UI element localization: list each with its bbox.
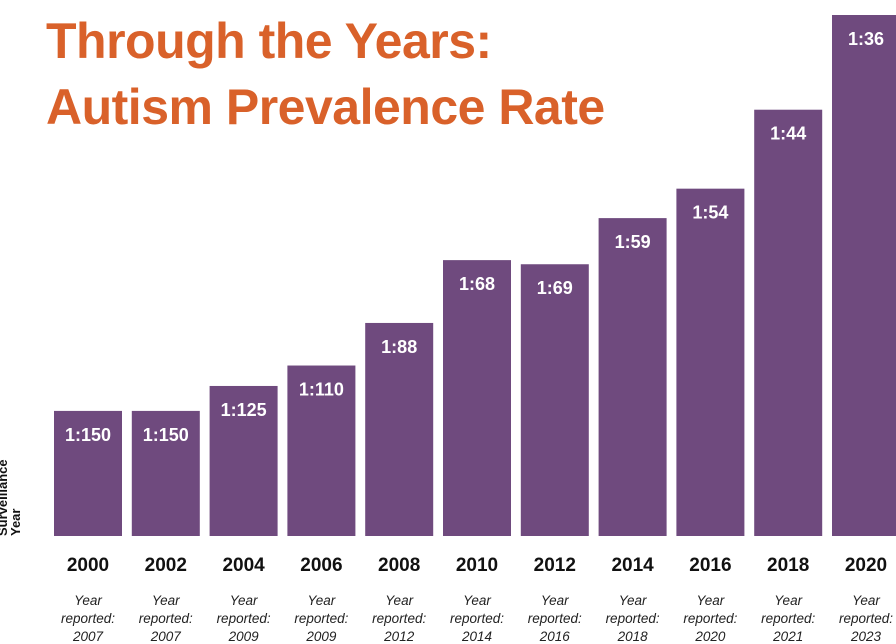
reported-label-2008: Year xyxy=(385,593,413,608)
bar-2010 xyxy=(443,260,511,536)
reported-label-2004: 2009 xyxy=(228,629,260,644)
bar-label-2018: 1:44 xyxy=(770,124,806,144)
reported-label-2012: Year xyxy=(541,593,569,608)
x-tick-2010: 2010 xyxy=(456,555,498,576)
reported-label-2016: 2020 xyxy=(694,629,726,644)
bar-2002 xyxy=(131,410,200,536)
title-line-1: Through the Years: xyxy=(46,13,492,69)
x-tick-2016: 2016 xyxy=(689,555,731,576)
reported-label-2002: Year xyxy=(152,593,180,608)
bar-label-2016: 1:54 xyxy=(692,203,728,223)
x-tick-2008: 2008 xyxy=(378,555,420,576)
bar-2020 xyxy=(832,15,896,536)
bar-label-2012: 1:69 xyxy=(537,278,573,298)
reported-label-2008: reported: xyxy=(372,611,426,626)
bar-label-2020: 1:36 xyxy=(848,29,884,49)
reported-label-2018: reported: xyxy=(761,611,815,626)
reported-label-2018: 2021 xyxy=(772,629,803,644)
reported-label-2010: Year xyxy=(463,593,491,608)
bar-2006 xyxy=(287,365,356,536)
reported-label-2014: 2018 xyxy=(617,629,649,644)
reported-label-2004: reported: xyxy=(217,611,271,626)
reported-label-2004: Year xyxy=(230,593,258,608)
reported-label-2000: reported: xyxy=(61,611,115,626)
bar-label-2014: 1:59 xyxy=(615,232,651,252)
reported-label-2010: reported: xyxy=(450,611,504,626)
bar-2008 xyxy=(365,322,434,536)
bar-2000 xyxy=(54,410,122,536)
reported-label-2018: Year xyxy=(774,593,802,608)
x-tick-2002: 2002 xyxy=(145,555,187,576)
reported-label-2012: 2016 xyxy=(539,629,571,644)
reported-label-2010: 2014 xyxy=(461,629,492,644)
title-line-2: Autism Prevalence Rate xyxy=(46,79,605,135)
reported-label-2014: Year xyxy=(619,593,647,608)
bar-2018 xyxy=(754,109,823,537)
x-tick-2014: 2014 xyxy=(611,555,654,576)
reported-label-2014: reported: xyxy=(606,611,660,626)
x-tick-2000: 2000 xyxy=(67,555,109,576)
bar-2004 xyxy=(209,385,278,536)
bar-label-2010: 1:68 xyxy=(459,274,495,294)
reported-label-2006: reported: xyxy=(294,611,348,626)
reported-label-2020: reported: xyxy=(839,611,893,626)
bar-label-2004: 1:125 xyxy=(221,400,267,420)
reported-label-2002: reported: xyxy=(139,611,193,626)
reported-label-2002: 2007 xyxy=(150,629,182,644)
reported-label-2016: reported: xyxy=(683,611,737,626)
reported-label-2020: 2023 xyxy=(850,629,882,644)
bar-2014 xyxy=(598,218,667,536)
bar-2012 xyxy=(520,264,589,536)
bar-label-2008: 1:88 xyxy=(381,337,417,357)
bar-label-2002: 1:150 xyxy=(143,425,189,445)
reported-label-2008: 2012 xyxy=(383,629,415,644)
bar-2016 xyxy=(676,188,745,536)
bar-label-2006: 1:110 xyxy=(299,380,344,400)
chart-title: Through the Years: Autism Prevalence Rat… xyxy=(46,8,605,140)
reported-label-2016: Year xyxy=(697,593,725,608)
reported-label-2000: 2007 xyxy=(72,629,104,644)
reported-label-2000: Year xyxy=(74,593,102,608)
reported-label-2020: Year xyxy=(852,593,880,608)
reported-label-2006: 2009 xyxy=(305,629,337,644)
bar-label-2000: 1:150 xyxy=(65,425,111,445)
x-tick-2006: 2006 xyxy=(300,555,342,576)
x-tick-2004: 2004 xyxy=(222,555,265,576)
reported-label-2006: Year xyxy=(308,593,336,608)
x-tick-2020: 2020 xyxy=(845,555,887,576)
x-tick-2012: 2012 xyxy=(534,555,576,576)
x-tick-2018: 2018 xyxy=(767,555,809,576)
reported-label-2012: reported: xyxy=(528,611,582,626)
